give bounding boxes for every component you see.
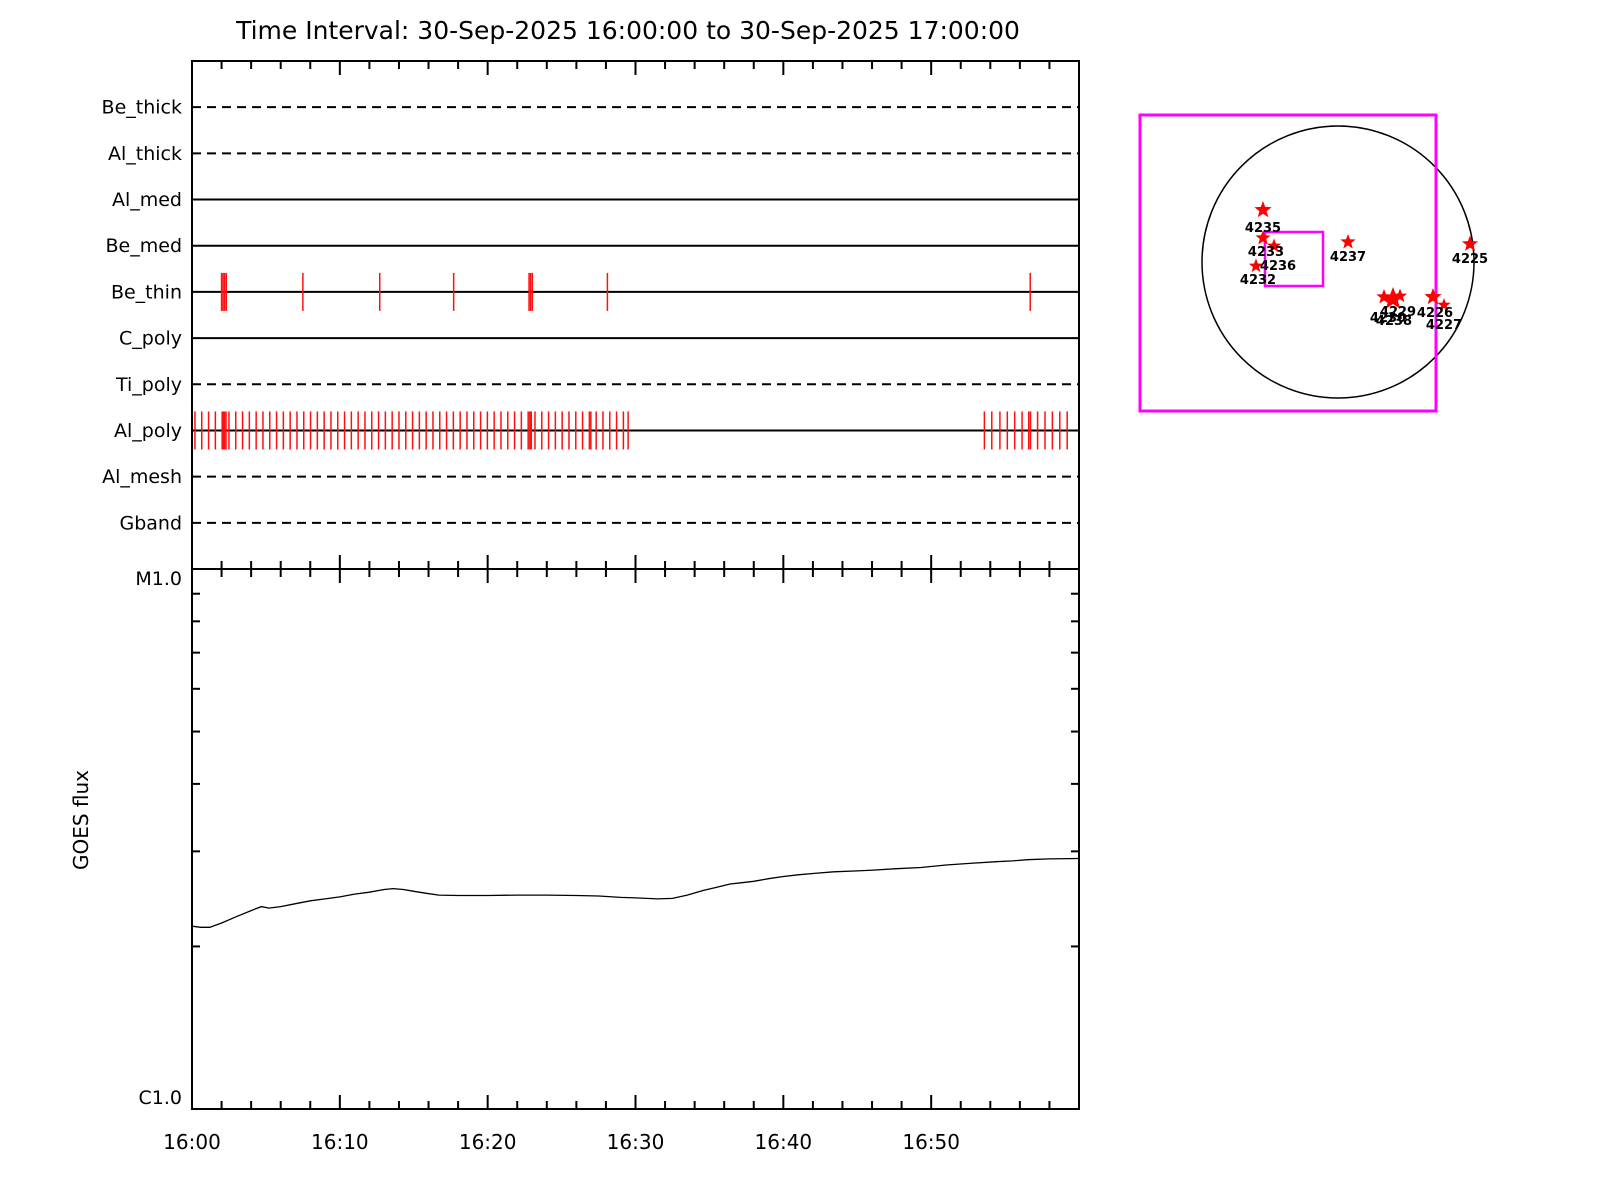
active-region-star-4233 <box>1255 230 1271 245</box>
active-region-star-4235 <box>1254 201 1272 218</box>
active-region-label-4238: 4238 <box>1376 314 1412 329</box>
filter-label-Be_med: Be_med <box>106 235 182 257</box>
active-region-star-4232 <box>1248 258 1264 273</box>
x-tick-label-1650: 16:50 <box>902 1130 960 1154</box>
filter-label-Al_med: Al_med <box>112 189 182 211</box>
goes-ymin-label: C1.0 <box>139 1087 182 1109</box>
active-region-label-4229: 4229 <box>1380 305 1416 320</box>
goes-flux-curve <box>191 857 1080 928</box>
filter-label-Be_thin: Be_thin <box>111 281 182 303</box>
filter-label-Gband: Gband <box>119 512 182 534</box>
x-tick-label-1600: 16:00 <box>163 1130 221 1154</box>
chart-title: Time Interval: 30-Sep-2025 16:00:00 to 3… <box>235 16 1020 45</box>
filter-label-Be_thick: Be_thick <box>102 97 182 119</box>
active-region-label-4236: 4236 <box>1260 259 1296 274</box>
active-region-label-4225: 4225 <box>1452 252 1488 267</box>
active-region-label-4230: 4230 <box>1370 311 1406 326</box>
xrt-fov-box <box>1263 230 1325 288</box>
x-tick-label-1620: 16:20 <box>459 1130 517 1154</box>
filter-label-Al_mesh: Al_mesh <box>102 466 182 488</box>
goes-panel-box <box>191 568 1080 1110</box>
active-region-label-4232: 4232 <box>1240 273 1276 288</box>
active-region-label-4233: 4233 <box>1248 245 1284 260</box>
active-region-star-4227 <box>1437 298 1451 311</box>
active-region-star-4237 <box>1340 234 1356 249</box>
outer-fov-box <box>1138 113 1438 413</box>
goes-y-axis-title: GOES flux <box>69 770 93 870</box>
active-region-star-4229 <box>1381 287 1405 309</box>
filter-label-Al_poly: Al_poly <box>114 420 182 442</box>
goes-flux-panel: 16:00 16:10 16:20 16:30 16:40 16:50 <box>163 568 1080 1154</box>
filter-label-Ti_poly: Ti_poly <box>115 374 182 396</box>
x-tick-label-1610: 16:10 <box>311 1130 369 1154</box>
active-region-star-4226 <box>1424 288 1442 305</box>
goes-ymax-label: M1.0 <box>135 568 182 590</box>
active-region-star-4225 <box>1461 235 1479 251</box>
x-tick-label-1630: 16:30 <box>607 1130 665 1154</box>
active-region-label-4227: 4227 <box>1426 318 1462 333</box>
filter-label-Al_thick: Al_thick <box>108 143 182 165</box>
active-region-label-4226: 4226 <box>1417 306 1453 321</box>
solar-limb-circle <box>1201 125 1475 399</box>
active-region-label-4237: 4237 <box>1330 250 1366 265</box>
timeline-panel-box <box>191 60 1080 570</box>
active-region-label-4235: 4235 <box>1245 221 1281 236</box>
filter-label-C_poly: C_poly <box>119 328 182 350</box>
x-tick-label-1640: 16:40 <box>755 1130 813 1154</box>
exposure-timeline-panel: Be_thick Al_thick Al_med Be_med Be_thin C_pol… <box>102 60 1080 1109</box>
active-region-star-4236 <box>1266 238 1282 253</box>
